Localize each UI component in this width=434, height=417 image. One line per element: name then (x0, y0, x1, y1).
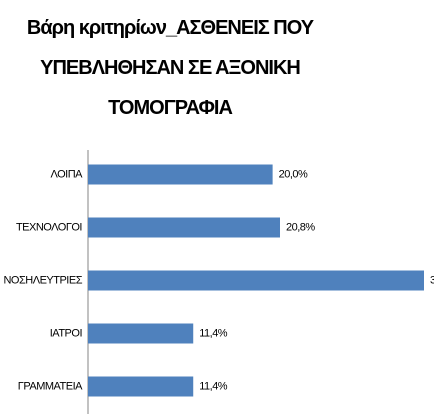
bar (88, 270, 424, 291)
y-tick-label: ΓΡΑΜΜΑΤΕΙΑ (18, 380, 83, 392)
y-tick-label: ΙΑΤΡΟΙ (50, 327, 83, 339)
value-label: 11,4% (199, 380, 228, 392)
value-label: 20,0% (279, 168, 308, 180)
bar (88, 376, 194, 397)
y-tick-label: ΝΟΣΗΛΕΥΤΡΙΕΣ (3, 274, 82, 286)
bar (88, 323, 194, 344)
y-tick-label: ΤΕΧΝΟΛΟΓΟΙ (16, 221, 82, 233)
chart-title: Βάρη κριτηρίων_ΑΣΘΕΝΕΙΣ ΠΟΥ ΥΠΕΒΛΗΘΗΣΑΝ … (26, 17, 314, 119)
y-tick-label: ΛΟΙΠΑ (50, 168, 83, 180)
bar (88, 164, 273, 185)
value-label: 36,4% (430, 274, 434, 286)
bar (88, 217, 280, 238)
value-label: 11,4% (199, 327, 228, 339)
value-label: 20,8% (286, 221, 315, 233)
